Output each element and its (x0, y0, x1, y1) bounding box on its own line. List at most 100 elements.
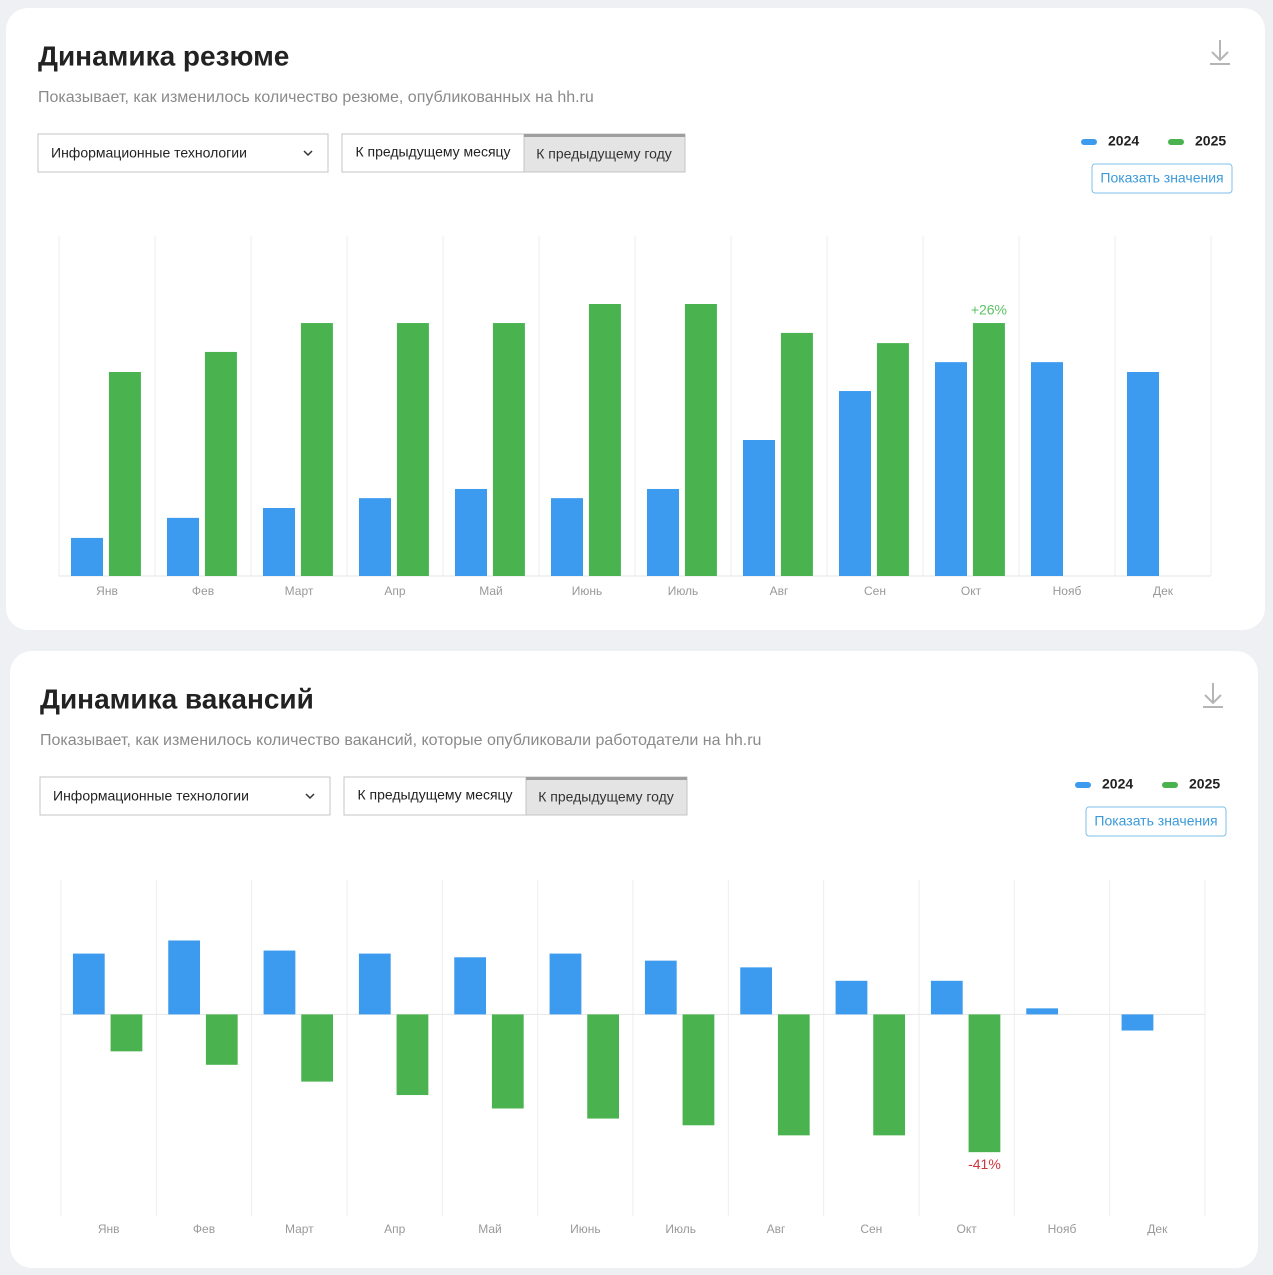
bar (359, 498, 391, 576)
bar (743, 440, 775, 576)
legend-swatch (1081, 139, 1097, 145)
x-tick-label: Июль (668, 584, 699, 598)
bar (491, 1014, 524, 1109)
bar (972, 323, 1005, 576)
x-tick-label: Авг (770, 584, 789, 598)
x-tick-label: Апр (384, 1222, 406, 1236)
x-tick-label: Дек (1153, 584, 1174, 598)
toggle-button-active[interactable] (525, 776, 688, 816)
show-values-label: Показать значения (1100, 170, 1223, 186)
x-tick-label: Дек (1147, 1222, 1168, 1236)
bar (396, 323, 429, 576)
bar (396, 1014, 429, 1096)
download-icon[interactable] (1210, 40, 1230, 65)
bar (110, 1014, 143, 1052)
x-tick-label: Янв (96, 584, 118, 598)
bar (204, 351, 237, 576)
bar (167, 517, 199, 576)
bar (454, 957, 487, 1015)
bar (835, 980, 868, 1015)
bar (740, 967, 773, 1015)
bar (300, 323, 333, 576)
bar (1031, 362, 1063, 576)
x-tick-label: Сен (860, 1222, 882, 1236)
bar (301, 1014, 334, 1082)
dropdown-label: Информационные технологии (51, 145, 247, 161)
subtitle: Показывает, как изменилось количество ре… (38, 89, 594, 106)
toggle-active-bar (526, 777, 687, 780)
download-icon[interactable] (1203, 683, 1223, 708)
x-tick-label: Фев (192, 584, 214, 598)
bar (684, 304, 717, 576)
show-values-button[interactable] (1091, 163, 1233, 194)
bar (588, 304, 621, 576)
chart-title: Динамика резюме (38, 40, 289, 71)
legend-label: 2024 (1102, 776, 1133, 792)
bar (930, 980, 963, 1015)
bar (72, 953, 105, 1015)
toggle-label: К предыдущему году (536, 146, 672, 162)
bar (873, 1014, 906, 1136)
bar (1026, 1008, 1059, 1015)
x-tick-label: Июль (665, 1222, 696, 1236)
toggle-label: К предыдущему месяцу (357, 787, 512, 803)
bar (587, 1014, 620, 1119)
bar (876, 343, 909, 576)
bar (682, 1014, 715, 1126)
toggle-button[interactable] (343, 776, 527, 816)
toggle-label: К предыдущему году (538, 789, 674, 805)
bar (358, 953, 391, 1015)
bar (108, 372, 141, 576)
bar (1121, 1014, 1154, 1031)
toggle-button-active[interactable] (523, 133, 686, 173)
bar (935, 362, 967, 576)
value-label: -41% (968, 1156, 1001, 1172)
x-tick-label: Сен (864, 584, 886, 598)
bar (644, 960, 677, 1015)
x-tick-label: Май (478, 1222, 502, 1236)
toggle-label: К предыдущему месяцу (355, 144, 510, 160)
bar (263, 950, 296, 1015)
legend-swatch (1075, 782, 1091, 788)
x-tick-label: Июнь (570, 1222, 601, 1236)
dropdown[interactable] (39, 776, 331, 816)
x-tick-label: Нояб (1048, 1222, 1077, 1236)
x-tick-label: Март (285, 584, 314, 598)
x-tick-label: Март (285, 1222, 314, 1236)
bar (455, 488, 487, 576)
show-values-label: Показать значения (1094, 813, 1217, 829)
bar (968, 1014, 1001, 1153)
toggle-active-bar (524, 134, 685, 137)
bar (780, 332, 813, 576)
subtitle: Показывает, как изменилось количество ва… (40, 732, 761, 749)
bar (492, 323, 525, 576)
bar (647, 488, 679, 576)
legend-label: 2024 (1108, 133, 1139, 149)
x-tick-label: Нояб (1053, 584, 1082, 598)
legend-label: 2025 (1189, 776, 1220, 792)
x-tick-label: Окт (957, 1222, 978, 1236)
x-tick-label: Апр (384, 584, 406, 598)
x-tick-label: Фев (193, 1222, 215, 1236)
chevron (303, 150, 313, 157)
bar (551, 498, 583, 576)
bar (71, 537, 103, 576)
show-values-button[interactable] (1085, 806, 1227, 837)
x-tick-label: Авг (767, 1222, 786, 1236)
x-tick-label: Май (479, 584, 503, 598)
bar (549, 953, 582, 1015)
legend-label: 2025 (1195, 133, 1226, 149)
dropdown[interactable] (37, 133, 329, 173)
x-tick-label: Янв (98, 1222, 120, 1236)
bar (839, 391, 871, 576)
annotation: +26% (971, 302, 1007, 318)
bar (168, 940, 201, 1015)
bar (1127, 372, 1159, 576)
x-tick-label: Окт (961, 584, 982, 598)
bar (205, 1014, 238, 1065)
chart-title: Динамика вакансий (40, 683, 314, 714)
x-tick-label: Июнь (572, 584, 603, 598)
bar (777, 1014, 810, 1136)
legend-swatch (1168, 139, 1184, 145)
